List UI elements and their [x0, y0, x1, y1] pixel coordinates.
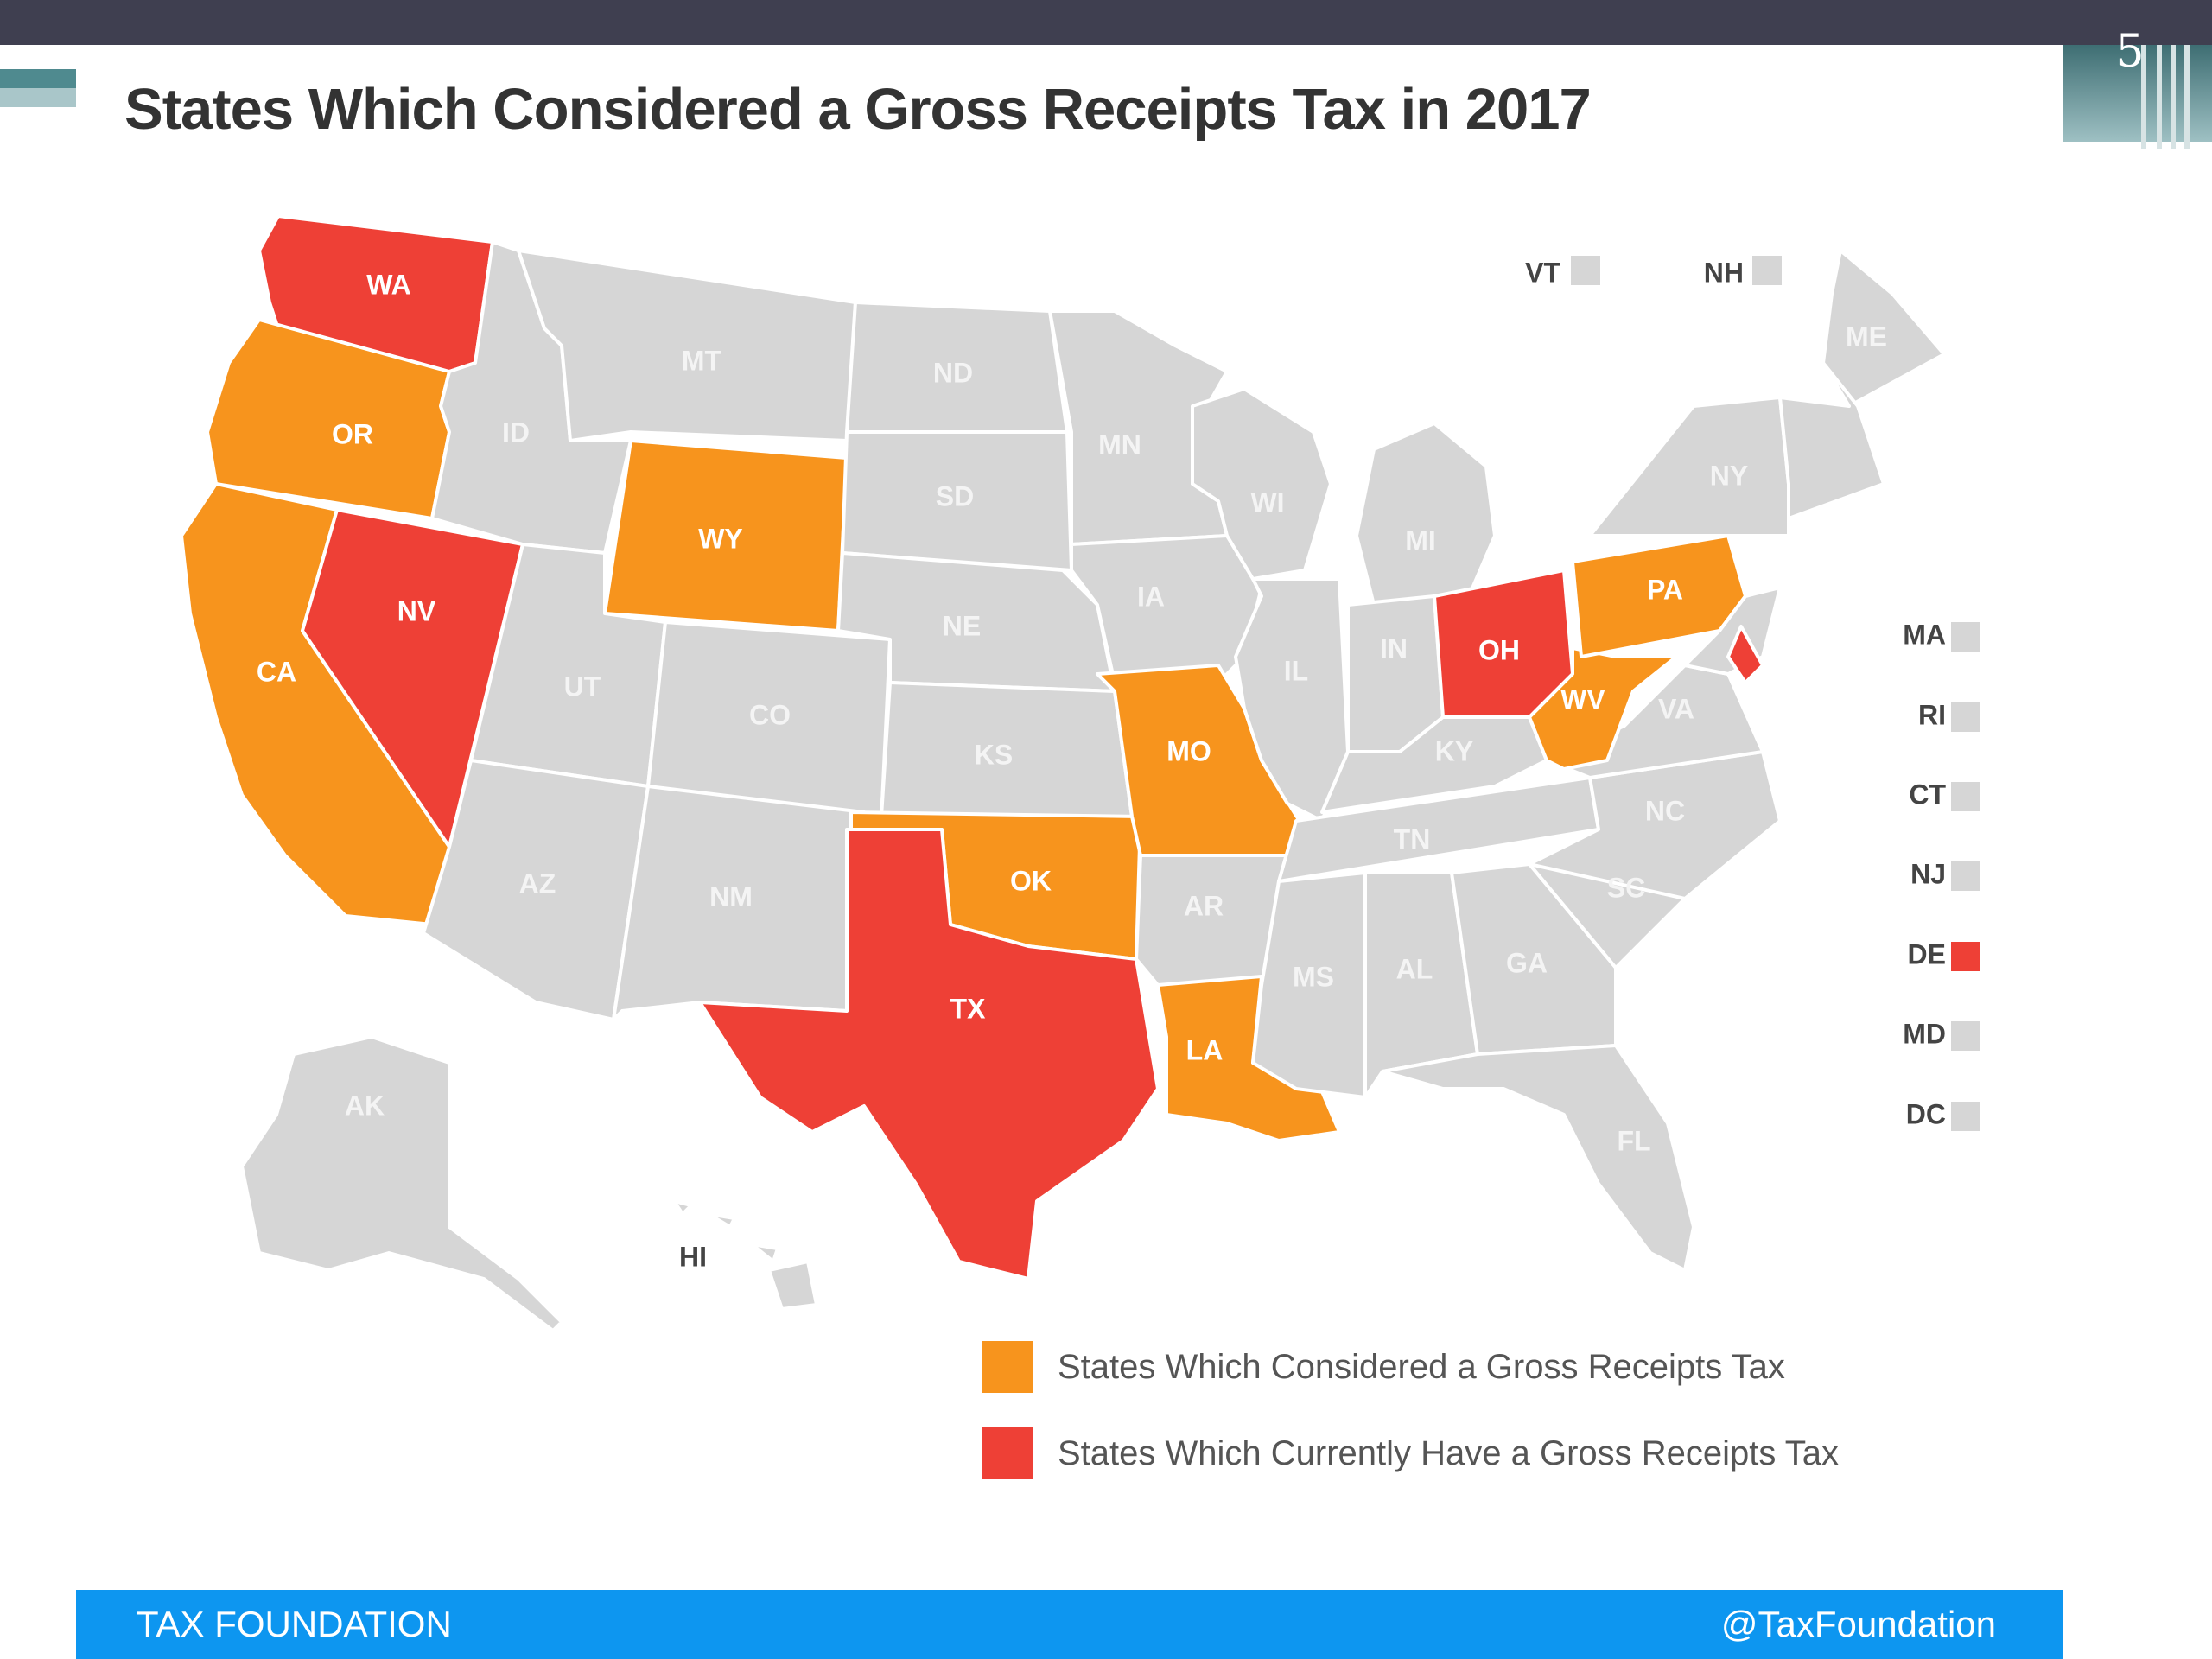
slide-accent-stripe: [2157, 45, 2162, 149]
state-IL[interactable]: [1234, 577, 1350, 823]
label-NC: NC: [1645, 795, 1685, 826]
small-state-swatch-DC: [1951, 1102, 1980, 1131]
legend-label-current: States Which Currently Have a Gross Rece…: [1058, 1433, 1840, 1472]
label-ME: ME: [1846, 321, 1887, 352]
state-DE[interactable]: [1726, 625, 1764, 684]
label-MN: MN: [1098, 429, 1141, 460]
label-MI: MI: [1405, 524, 1436, 556]
small-state-label-RI: RI: [1918, 699, 1946, 730]
label-CO: CO: [749, 699, 791, 730]
label-WY: WY: [698, 523, 743, 554]
footer-brand: TAX FOUNDATION: [137, 1604, 452, 1644]
state-FL[interactable]: [1381, 1044, 1695, 1272]
label-MT: MT: [682, 345, 722, 376]
state-WI[interactable]: [1191, 387, 1332, 581]
state-HI: [750, 1243, 779, 1263]
small-state-swatch-RI: [1951, 702, 1980, 732]
label-CA: CA: [257, 656, 296, 687]
state-GA[interactable]: [1450, 862, 1618, 1056]
label-SD: SD: [936, 480, 974, 512]
label-AL: AL: [1396, 953, 1433, 984]
us-state-map: WA OR CA NV ID MT WY UT CO AZ NM ND SD N…: [180, 214, 1980, 1332]
state-HI: [672, 1199, 693, 1216]
label-IN: IN: [1380, 632, 1408, 664]
label-UT: UT: [564, 671, 601, 702]
slide-accent-stripe: [2171, 45, 2176, 149]
slide-accent-stripe: [2184, 45, 2190, 149]
state-new-england[interactable]: [1778, 361, 1885, 520]
label-WV: WV: [1560, 683, 1605, 715]
label-LA: LA: [1186, 1034, 1224, 1065]
state-HI: [707, 1212, 736, 1229]
state-WV[interactable]: [1528, 646, 1678, 771]
legend-swatch-considered: [982, 1341, 1033, 1393]
small-state-label-DE: DE: [1908, 938, 1946, 969]
label-FL: FL: [1617, 1125, 1650, 1156]
label-NE: NE: [943, 610, 981, 641]
label-OR: OR: [332, 418, 373, 449]
small-state-swatch-MA: [1951, 622, 1980, 652]
small-state-swatch-CT: [1951, 782, 1980, 811]
label-ND: ND: [933, 357, 973, 388]
legend-label-considered: States Which Considered a Gross Receipts…: [1058, 1347, 1785, 1386]
label-PA: PA: [1647, 574, 1683, 605]
small-state-label-DC: DC: [1906, 1098, 1946, 1129]
label-WI: WI: [1250, 486, 1284, 518]
label-TX: TX: [950, 993, 987, 1024]
label-AR: AR: [1184, 890, 1224, 921]
small-state-label-MA: MA: [1903, 619, 1946, 650]
label-HI: HI: [679, 1241, 707, 1272]
small-state-label-MD: MD: [1903, 1018, 1946, 1049]
label-AZ: AZ: [519, 868, 556, 899]
label-MO: MO: [1166, 735, 1211, 766]
small-state-swatch-VT: [1571, 256, 1600, 285]
label-KY: KY: [1435, 735, 1473, 766]
map-title: States Which Considered a Gross Receipts…: [124, 77, 1592, 142]
label-WA: WA: [366, 269, 411, 300]
label-IL: IL: [1284, 655, 1308, 686]
slide-header-bar: [0, 0, 2212, 45]
label-NV: NV: [397, 595, 436, 626]
legend-item-considered: States Which Considered a Gross Receipts…: [982, 1341, 1785, 1393]
small-state-label-VT: VT: [1525, 257, 1560, 288]
slide-number: 5: [2115, 26, 2145, 78]
state-TX[interactable]: [698, 828, 1160, 1281]
label-ID: ID: [502, 416, 530, 448]
slide-accent-left: [0, 69, 76, 107]
state-HI[interactable]: [672, 1199, 818, 1311]
small-state-label-NJ: NJ: [1910, 858, 1946, 889]
legend-item-current: States Which Currently Have a Gross Rece…: [982, 1427, 1839, 1479]
small-state-swatch-NJ: [1951, 861, 1980, 891]
state-HI: [767, 1260, 818, 1311]
label-TN: TN: [1394, 823, 1431, 855]
state-NY[interactable]: [1588, 396, 1790, 537]
slide-accent-stripe: [2141, 45, 2146, 149]
state-AK[interactable]: [240, 1035, 563, 1332]
state-MI[interactable]: [1355, 422, 1497, 607]
label-MS: MS: [1293, 961, 1334, 992]
label-NY: NY: [1710, 460, 1748, 491]
label-IA: IA: [1137, 581, 1165, 612]
small-state-swatch-NH: [1752, 256, 1782, 285]
label-AK: AK: [345, 1090, 385, 1121]
footer-bar: TAX FOUNDATION @TaxFoundation: [76, 1590, 2063, 1659]
label-OK: OK: [1010, 865, 1052, 896]
small-state-swatch-DE: [1951, 942, 1980, 971]
label-VA: VA: [1658, 693, 1694, 724]
label-SC: SC: [1607, 872, 1645, 903]
label-GA: GA: [1506, 947, 1548, 978]
small-state-label-NH: NH: [1704, 257, 1744, 288]
legend-swatch-current: [982, 1427, 1033, 1479]
label-NM: NM: [709, 880, 753, 912]
label-OH: OH: [1478, 634, 1520, 665]
small-state-swatch-MD: [1951, 1021, 1980, 1051]
label-KS: KS: [975, 739, 1013, 770]
small-state-label-CT: CT: [1909, 779, 1946, 810]
footer-handle[interactable]: @TaxFoundation: [1720, 1604, 1996, 1644]
